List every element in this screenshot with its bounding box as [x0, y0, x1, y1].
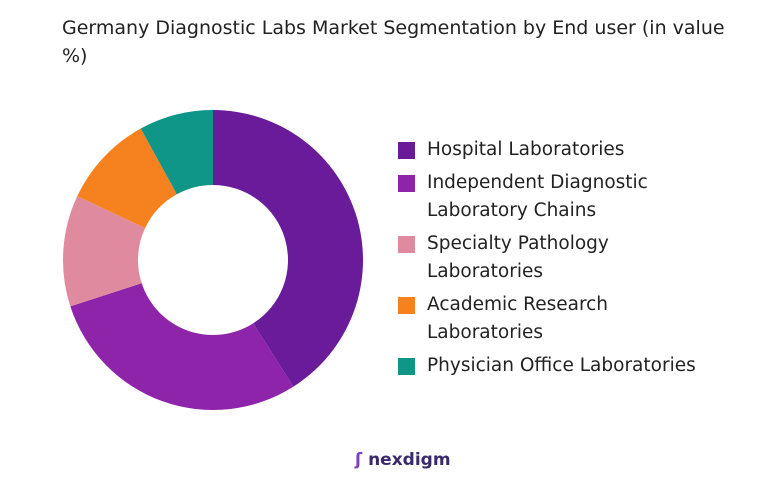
legend-swatch	[398, 297, 415, 314]
logo-icon: ʃ	[355, 450, 363, 470]
donut-slice	[140, 110, 213, 195]
brand-logo: ʃ nexdigm	[355, 450, 451, 470]
legend-swatch	[398, 175, 415, 192]
legend: Hospital Laboratories Independent Diagnos…	[398, 136, 758, 385]
legend-label: Physician Office Laboratories	[427, 355, 696, 376]
legend-item: Independent Diagnostic Laboratory Chains	[398, 169, 758, 225]
legend-item: Academic Research Laboratories	[398, 291, 758, 347]
legend-label: Independent Diagnostic Laboratory Chains	[427, 172, 648, 221]
legend-swatch	[398, 142, 415, 159]
legend-swatch	[398, 358, 415, 375]
brand-name: nexdigm	[368, 450, 451, 470]
legend-swatch	[398, 236, 415, 253]
donut-slice	[77, 128, 177, 229]
legend-label: Specialty Pathology Laboratories	[427, 233, 609, 282]
donut-slice	[63, 196, 146, 307]
chart-title: Germany Diagnostic Labs Market Segmentat…	[62, 17, 725, 67]
legend-label: Academic Research Laboratories	[427, 294, 609, 343]
legend-item: Specialty Pathology Laboratories	[398, 230, 758, 286]
donut-slice	[213, 110, 364, 387]
legend-item: Physician Office Laboratories	[398, 352, 758, 380]
legend-item: Hospital Laboratories	[398, 136, 758, 164]
donut-slice	[70, 283, 294, 411]
legend-label: Hospital Laboratories	[427, 139, 625, 160]
